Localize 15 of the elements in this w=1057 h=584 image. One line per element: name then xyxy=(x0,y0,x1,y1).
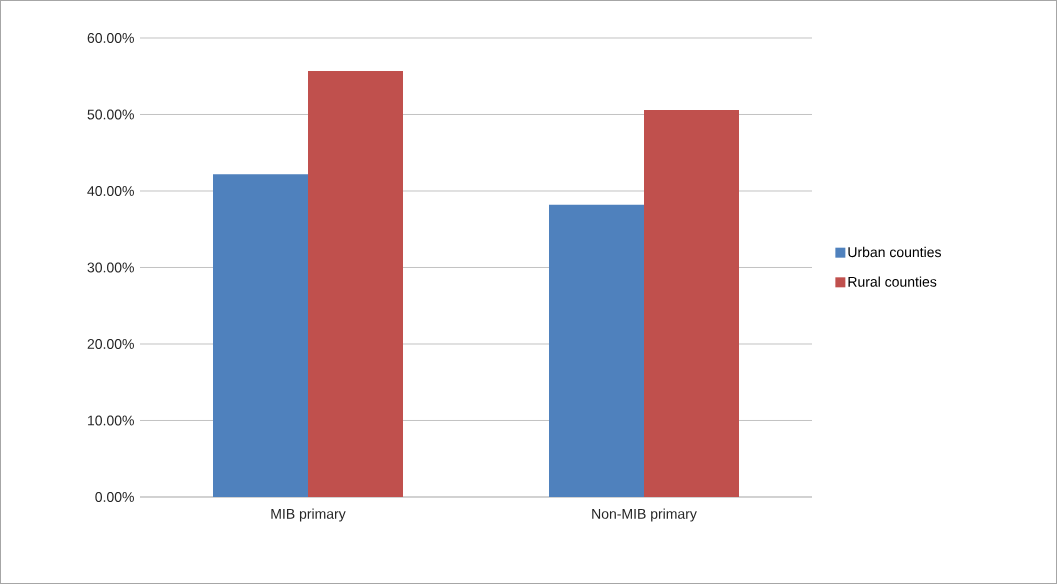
bar xyxy=(644,109,739,497)
bar xyxy=(308,70,403,497)
y-tick-label: 30.00% xyxy=(87,262,134,273)
y-tick-label: 20.00% xyxy=(87,339,134,349)
y-tick-label: 40.00% xyxy=(87,186,134,196)
bar xyxy=(549,204,644,497)
y-tick-label: 50.00% xyxy=(87,109,134,120)
x-tick-label: Non-MIB primary xyxy=(592,508,697,522)
y-tick-label: 60.00% xyxy=(87,33,134,43)
legend-label: Rural counties xyxy=(848,276,937,287)
y-tick-label: 0.00% xyxy=(95,492,134,502)
legend-label: Urban counties xyxy=(848,246,941,258)
y-tick-label: 10.00% xyxy=(88,415,134,426)
bar xyxy=(213,174,308,497)
x-tick-label: MIB primary xyxy=(271,508,346,522)
